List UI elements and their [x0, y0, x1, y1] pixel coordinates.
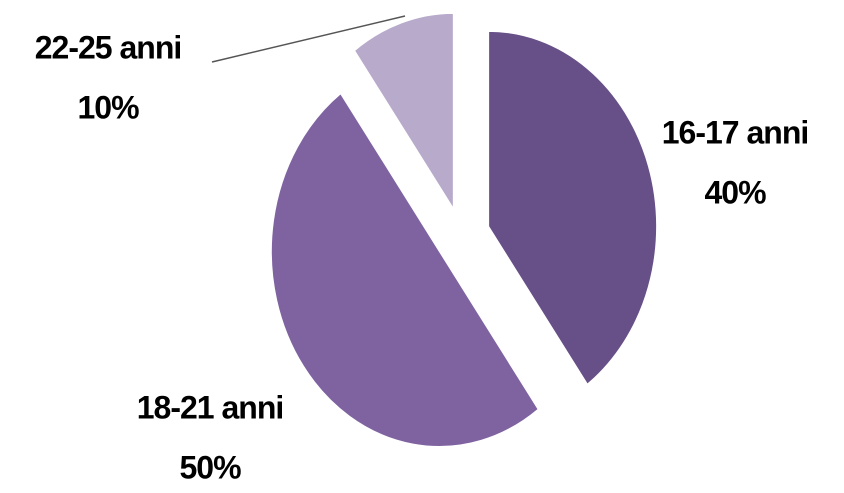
- slice-label: 16-17 anni: [662, 114, 809, 150]
- pie-slice: [488, 30, 658, 385]
- leader-line: [211, 15, 406, 63]
- slice-value-label: 10%: [77, 89, 139, 125]
- slice-label: 18-21 anni: [137, 389, 284, 425]
- slice-label: 22-25 anni: [35, 29, 182, 65]
- slice-value-label: 40%: [704, 174, 766, 210]
- pie-slice: [271, 92, 539, 447]
- slice-value-label: 50%: [179, 449, 241, 485]
- pie-slice: [353, 12, 454, 211]
